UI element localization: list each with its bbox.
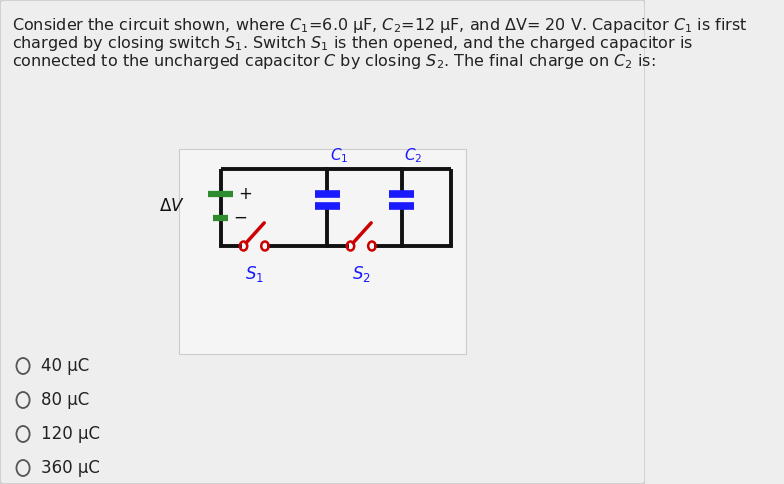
Text: 360 μC: 360 μC: [41, 459, 100, 477]
Text: −: −: [233, 209, 247, 227]
Text: $C_1$: $C_1$: [330, 146, 348, 165]
Text: +: +: [238, 185, 252, 203]
Text: connected to the uncharged capacitor $C$ by closing $S_2$. The final charge on $: connected to the uncharged capacitor $C$…: [12, 52, 655, 71]
Text: charged by closing switch $S_1$. Switch $S_1$ is then opened, and the charged ca: charged by closing switch $S_1$. Switch …: [12, 34, 693, 53]
Text: Consider the circuit shown, where $C_1$=6.0 μF, $C_2$=12 μF, and ΔV= 20 V. Capac: Consider the circuit shown, where $C_1$=…: [12, 16, 747, 35]
Text: 80 μC: 80 μC: [41, 391, 89, 409]
Text: 120 μC: 120 μC: [41, 425, 100, 443]
Text: $C_2$: $C_2$: [404, 146, 423, 165]
FancyBboxPatch shape: [180, 149, 466, 354]
Text: 40 μC: 40 μC: [41, 357, 89, 375]
Text: $S_1$: $S_1$: [245, 264, 263, 284]
Text: $\Delta V$: $\Delta V$: [159, 197, 185, 215]
Text: $S_2$: $S_2$: [352, 264, 371, 284]
FancyBboxPatch shape: [0, 0, 645, 484]
